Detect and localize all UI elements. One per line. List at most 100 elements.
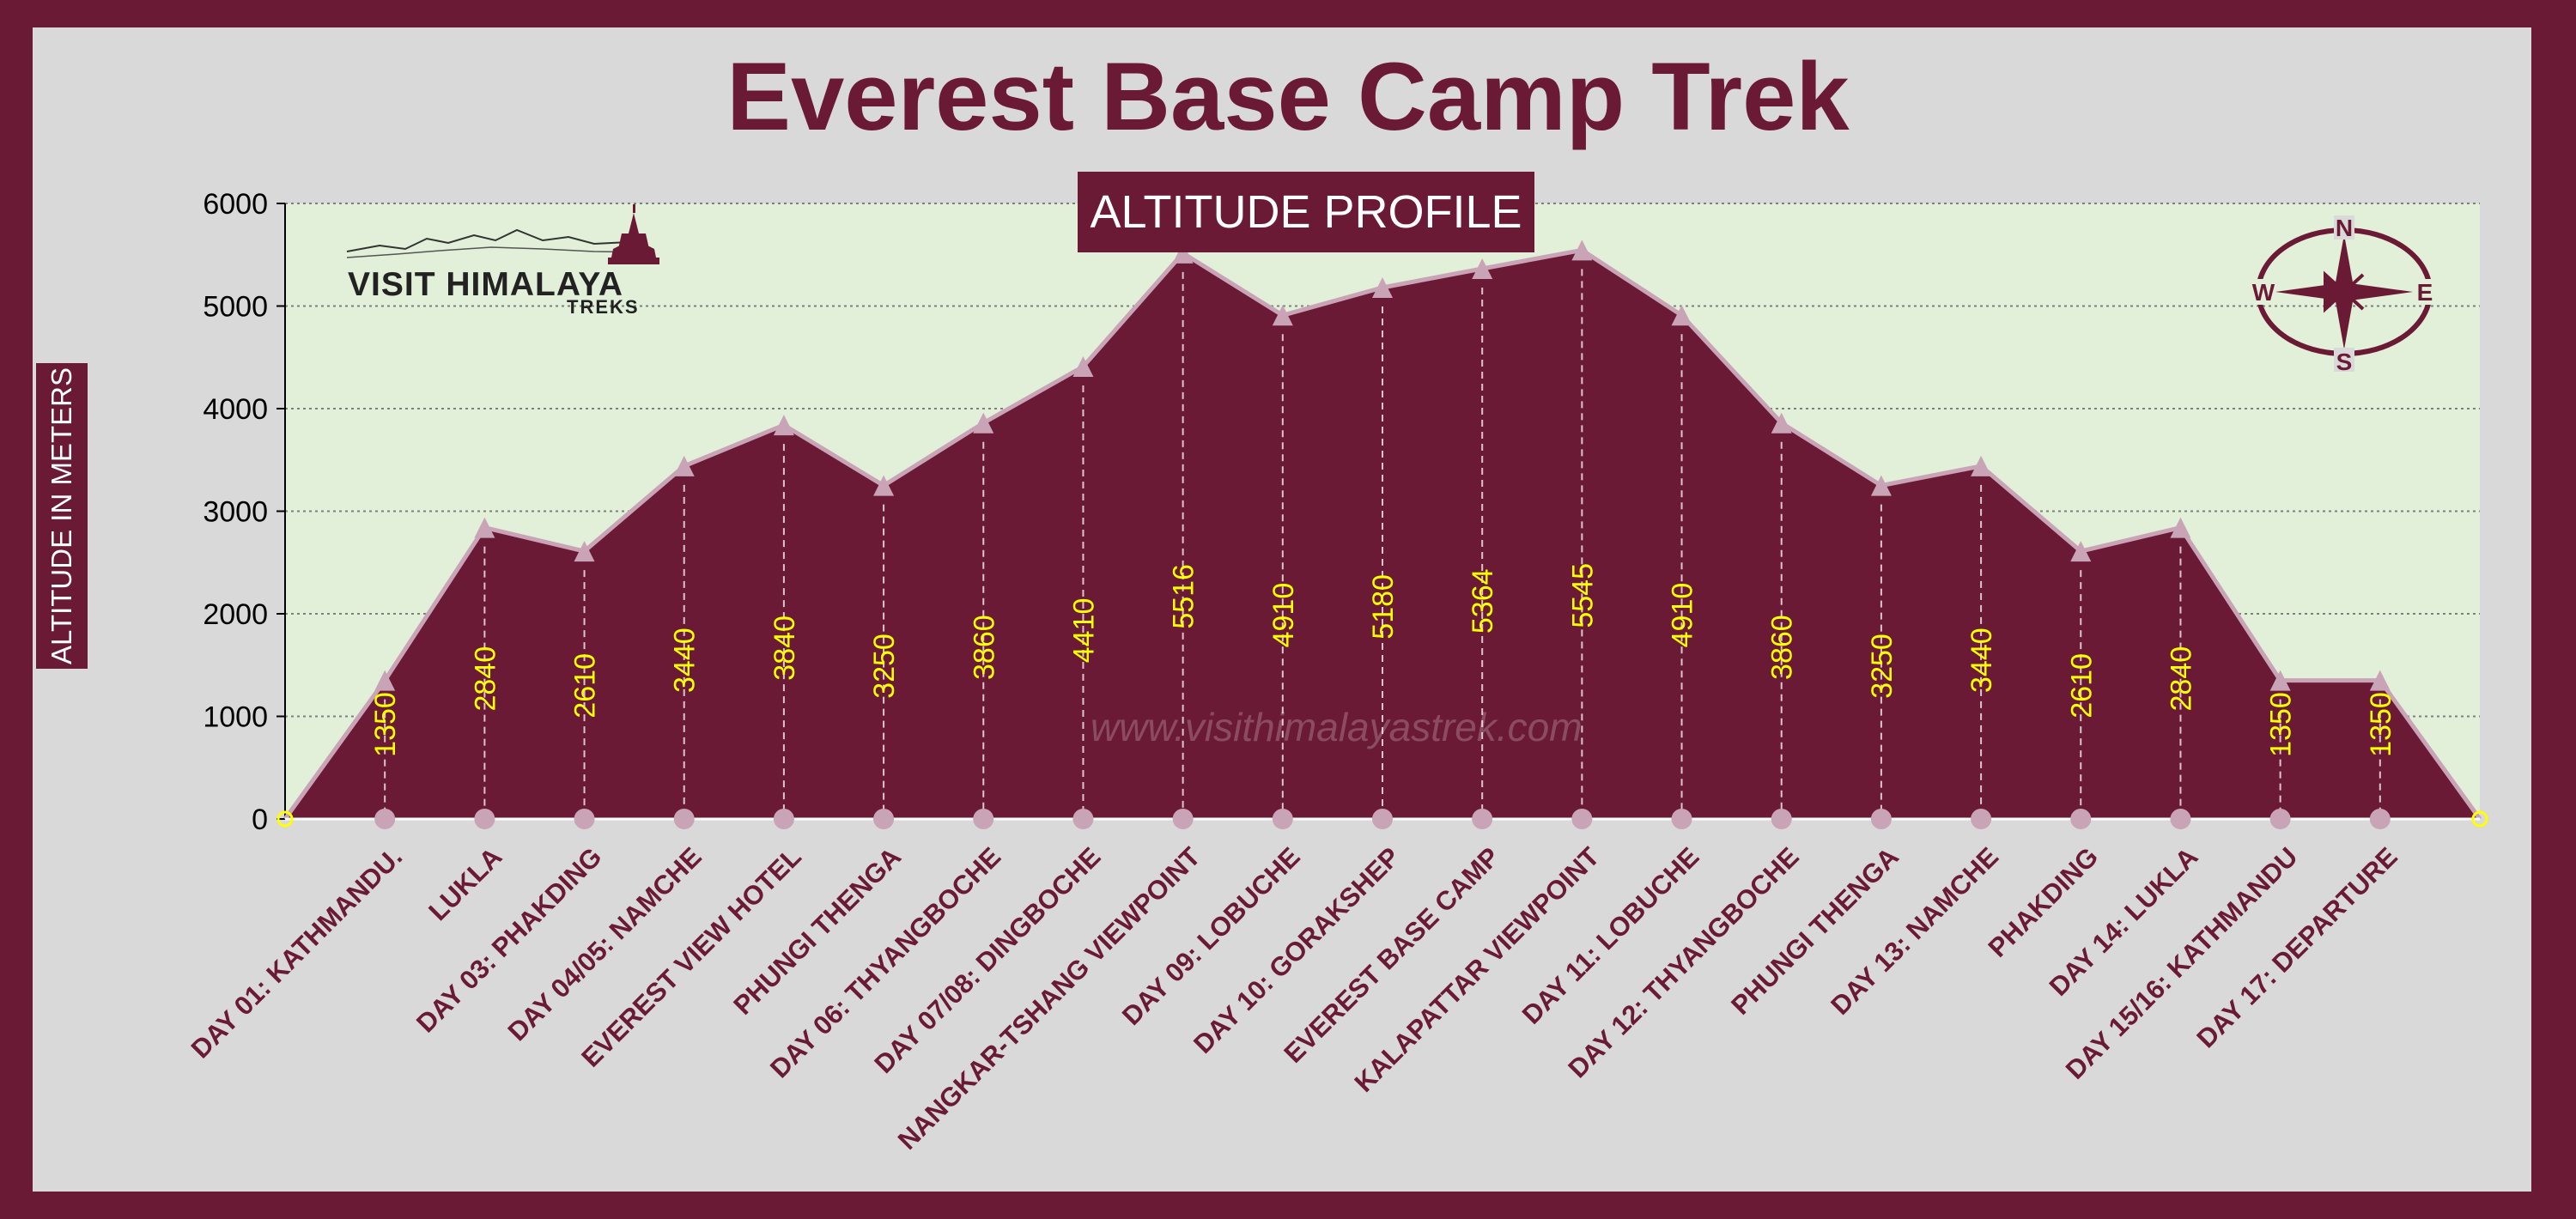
x-category-label: DAY 10: GORAKSHEP: [1188, 841, 1406, 1059]
data-point-marker: [773, 415, 794, 436]
chart-subtitle: ALTITUDE PROFILE: [1090, 186, 1522, 238]
baseline-dot: [1771, 809, 1792, 829]
baseline-dot: [1571, 809, 1593, 829]
baseline-dot: [1971, 809, 1992, 829]
data-value-label: 5545: [1566, 563, 1599, 628]
data-point-marker: [873, 475, 895, 496]
baseline-dot: [2269, 809, 2291, 829]
data-point-marker: [1971, 455, 1992, 476]
x-category-label: DAY 17: DEPARTURE: [2191, 841, 2403, 1053]
y-tick-label: 1000: [203, 701, 268, 734]
y-tick-label: 2000: [203, 598, 268, 631]
y-tick-label: 0: [252, 804, 268, 836]
data-point-marker: [673, 455, 695, 476]
compass-icon: N S W E: [2251, 215, 2437, 373]
data-value-label: 4410: [1067, 598, 1100, 664]
data-point-marker: [1372, 276, 1393, 298]
data-value-label: 2840: [2165, 646, 2197, 712]
data-point-marker: [1272, 305, 1293, 326]
baseline-dot: [1671, 809, 1692, 829]
baseline-dot: [673, 809, 695, 829]
data-point-marker: [474, 517, 495, 538]
baseline-dot: [1172, 809, 1194, 829]
data-point-marker: [2170, 517, 2191, 538]
stupa-icon: [608, 204, 659, 264]
compass-w: W: [2252, 279, 2275, 306]
data-value-label: 3860: [968, 615, 1000, 680]
data-value-label: 5364: [1467, 568, 1499, 634]
chart-main-title: Everest Base Camp Trek: [726, 43, 1850, 150]
x-category-label: PHUNGI THENGA: [727, 841, 907, 1021]
data-point-marker: [574, 541, 595, 562]
data-value-label: 1350: [2265, 692, 2298, 757]
data-value-label: 5516: [1168, 564, 1200, 629]
baseline-dot: [2369, 809, 2391, 829]
data-point-marker: [973, 412, 994, 434]
data-value-label: 4910: [1667, 583, 1699, 648]
baseline-dot: [1472, 809, 1493, 829]
data-value-label: 5180: [1367, 574, 1400, 640]
y-tick-label: 5000: [203, 291, 268, 324]
data-value-label: 4910: [1267, 583, 1300, 648]
data-value-label: 3440: [669, 628, 702, 693]
endpoint-marker: [276, 810, 294, 828]
y-tick-label: 6000: [203, 188, 268, 221]
compass-n: N: [2336, 215, 2353, 241]
baseline-dot: [574, 809, 595, 829]
watermark-url: www.visithimalayastrek.com: [1091, 705, 1583, 749]
compass-e: E: [2417, 279, 2433, 306]
data-value-label: 3440: [1965, 628, 1998, 693]
visit-himalaya-logo: [346, 204, 659, 264]
baseline-dot: [773, 809, 794, 829]
x-category-label: DAY 03: PHAKDING: [410, 841, 607, 1038]
baseline-dot: [2170, 809, 2191, 829]
baseline-dot: [474, 809, 495, 829]
data-point-marker: [2369, 670, 2391, 691]
endpoint-marker: [2471, 810, 2488, 828]
x-category-label: DAY 09: LOBUCHE: [1116, 841, 1306, 1031]
data-value-label: 1350: [369, 692, 402, 757]
baseline-dot: [1870, 809, 1892, 829]
baseline-dot: [1272, 809, 1293, 829]
baseline-dot: [873, 809, 895, 829]
logo-subtitle: TREKS: [567, 296, 640, 318]
altitude-area: [285, 250, 2480, 819]
x-category-label: DAY 11: LOBUCHE: [1516, 841, 1705, 1030]
data-point-marker: [1172, 242, 1194, 264]
subtitle-box: [1078, 172, 1534, 252]
data-point-marker: [1870, 475, 1892, 496]
data-value-label: 2610: [2065, 653, 2098, 719]
data-value-label: 3250: [868, 634, 901, 699]
baseline-dot: [2070, 809, 2092, 829]
data-value-label: 3250: [1866, 634, 1899, 699]
data-point-marker: [1571, 240, 1593, 261]
x-category-label: PHUNGI THENGA: [1725, 841, 1905, 1021]
ylabel-box: [36, 363, 88, 669]
data-point-marker: [1472, 258, 1493, 280]
x-category-label: LUKLA: [422, 841, 507, 926]
data-point-marker: [2269, 670, 2291, 691]
data-point-marker: [374, 670, 396, 691]
data-point-marker: [2070, 541, 2092, 562]
data-value-label: 3860: [1766, 615, 1799, 680]
baseline-dot: [973, 809, 994, 829]
data-value-label: 2840: [469, 646, 501, 712]
y-tick-label: 3000: [203, 496, 268, 529]
logo-title: VISIT HIMALAYA: [348, 266, 624, 303]
baseline-dot: [374, 809, 396, 829]
data-value-label: 1350: [2365, 692, 2397, 757]
baseline-dot: [1072, 809, 1094, 829]
y-tick-label: 4000: [203, 393, 268, 426]
data-value-label: 3840: [769, 616, 801, 681]
x-category-label: DAY 04/05: NAMCHE: [502, 841, 708, 1046]
x-category-label: DAY 13: NAMCHE: [1825, 841, 2004, 1021]
baseline-dot: [1372, 809, 1393, 829]
compass-s: S: [2336, 349, 2353, 373]
data-point-marker: [1072, 356, 1094, 378]
data-point-marker: [1671, 305, 1692, 326]
data-point-marker: [1771, 412, 1792, 434]
x-category-label: DAY 01: KATHMANDU.: [185, 841, 408, 1064]
y-axis-label: ALTITUDE IN METERS: [46, 367, 77, 664]
data-value-label: 2610: [569, 653, 602, 719]
